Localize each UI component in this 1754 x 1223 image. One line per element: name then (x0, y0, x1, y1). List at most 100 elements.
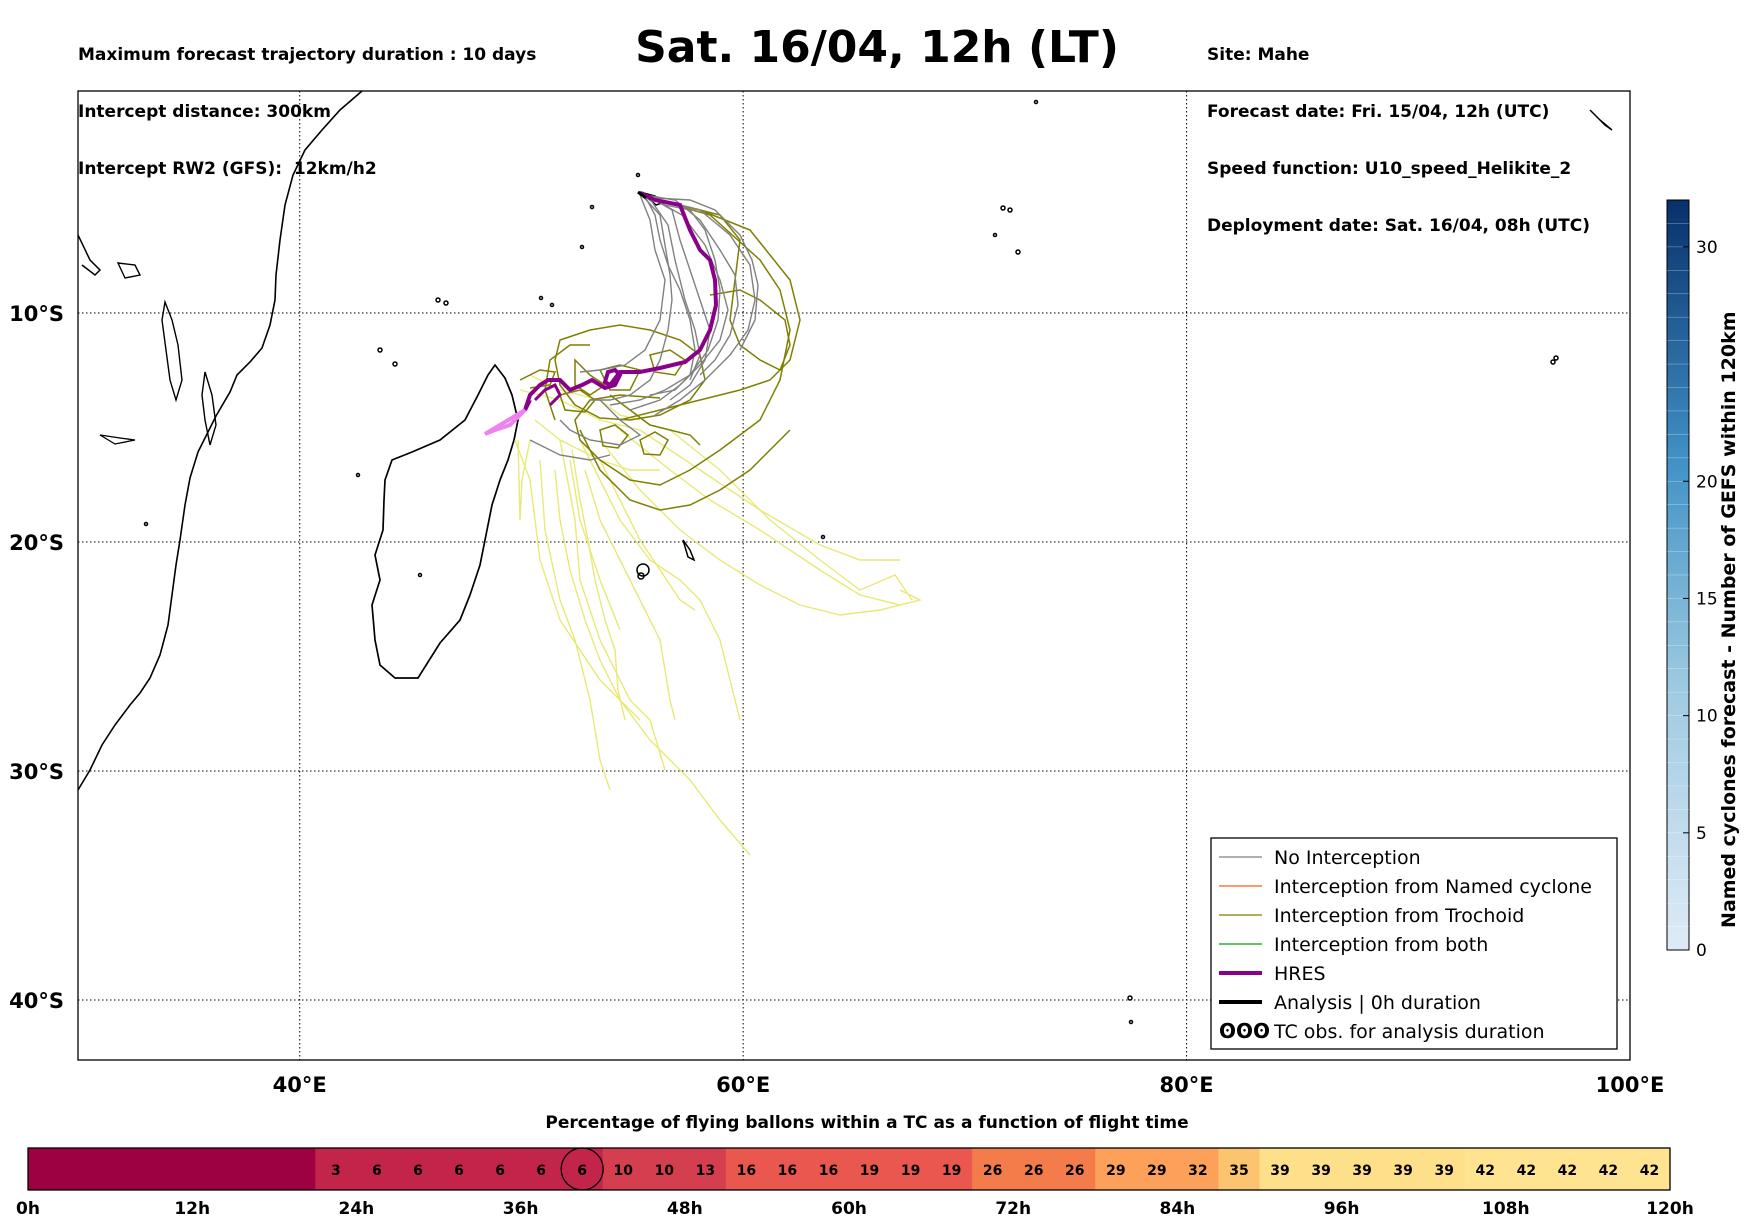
horn-coastline (78, 234, 102, 276)
lake-small (99, 434, 136, 445)
flight-time-cell-value: 3 (331, 1163, 341, 1179)
flight-time-cell (1587, 1148, 1630, 1190)
flight-time-cell (643, 1148, 686, 1190)
lon-label: 60°E (716, 1073, 770, 1097)
legend-label: Interception from both (1274, 934, 1488, 956)
flight-time-cell-value: 6 (413, 1163, 423, 1179)
flight-time-cell (192, 1148, 234, 1190)
flight-time-cell-value: 6 (372, 1163, 382, 1179)
flight-time-hour-label: 0h (16, 1199, 40, 1219)
lat-label: 20°S (9, 531, 64, 555)
flight-time-hour-label: 108h (1482, 1199, 1530, 1219)
flight-time-hour-label: 48h (667, 1199, 703, 1219)
flight-time-cell-value: 13 (696, 1163, 715, 1179)
flight-time-hour-label: 120h (1646, 1199, 1694, 1219)
flight-time-cell (356, 1148, 399, 1190)
flight-time-cell-value: 39 (1270, 1163, 1289, 1179)
flight-time-cell (1054, 1148, 1096, 1190)
flight-time-hour-label: 60h (831, 1199, 867, 1219)
map-gridlines (78, 91, 1630, 1060)
lon-label: 100°E (1596, 1073, 1665, 1097)
hres-track (523, 191, 719, 411)
flight-time-bar: 3 6 6 6 6 6 6 10 10 13 16 16 16 19 19 19 26 26 26 29 29 32 35 3… (16, 1147, 1694, 1219)
islands (143, 99, 1613, 1025)
lake-victoria (116, 262, 142, 279)
flight-time-cell-value: 35 (1229, 1163, 1248, 1179)
africa-coastline (78, 91, 363, 791)
analysis-dot (637, 190, 647, 200)
flight-time-cell-value: 29 (1147, 1163, 1166, 1179)
flight-time-cell-value: 32 (1188, 1163, 1207, 1179)
main-title: Sat. 16/04, 12h (LT) (635, 22, 1119, 73)
flight-time-cell-value: 42 (1476, 1163, 1495, 1179)
colorbar-tick-label: 20 (1696, 472, 1718, 492)
header-right-line: Forecast date: Fri. 15/04, 12h (UTC) (1207, 102, 1550, 122)
flight-time-cell-value: 10 (613, 1163, 633, 1179)
axis-labels: 40°E 60°E 80°E 100°E 10°S 20°S 30°S 40°S (9, 302, 1664, 1097)
madagascar-outline (371, 363, 519, 679)
flight-time-cell (684, 1148, 727, 1190)
flight-time-cell (28, 1148, 70, 1190)
current-time-marker (560, 1147, 604, 1191)
flight-time-cell (725, 1148, 768, 1190)
colorbar-tick-label: 15 (1696, 589, 1718, 609)
lake-malawi (201, 371, 217, 446)
flight-time-hour-label: 84h (1160, 1199, 1196, 1219)
flight-time-cell (1300, 1148, 1343, 1190)
header-left-line: Intercept distance: 300km (78, 102, 331, 122)
flight-time-cell-value: 39 (1352, 1163, 1371, 1179)
flight-time-cell-value: 6 (536, 1163, 546, 1179)
flight-time-cell (438, 1148, 481, 1190)
header-right-line: Speed function: U10_speed_Helikite_2 (1207, 159, 1572, 179)
flight-time-cell-value: 19 (860, 1163, 879, 1179)
legend-label: Interception from Trochoid (1274, 905, 1524, 927)
flight-time-cell (233, 1148, 275, 1190)
flight-time-cell-value: 26 (983, 1163, 1002, 1179)
flight-time-cell (1628, 1148, 1671, 1190)
flight-time-cell-value: 39 (1393, 1163, 1412, 1179)
lat-label: 10°S (9, 302, 64, 326)
header-left-line: Intercept RW2 (GFS): 12km/h2 (78, 159, 377, 179)
flight-time-cell (1095, 1148, 1137, 1190)
flight-time-cell-value: 6 (495, 1163, 505, 1179)
flight-time-cell (315, 1148, 357, 1190)
flight-time-cell-value: 39 (1434, 1163, 1453, 1179)
flight-time-cell-value: 42 (1599, 1163, 1618, 1179)
flight-time-cell (561, 1148, 604, 1190)
flight-time-cell-value: 10 (655, 1163, 675, 1179)
map-content (78, 91, 1613, 1025)
colorbar-label: Named cyclones forecast - Number of GEFS… (1718, 311, 1740, 928)
flight-time-cell-value: 19 (901, 1163, 920, 1179)
flight-time-cell-value: 39 (1311, 1163, 1330, 1179)
lake-tanganyika (161, 299, 183, 403)
colorbar-tick-label: 0 (1696, 941, 1707, 961)
flight-time-cell (1341, 1148, 1384, 1190)
yellow-trajectories (514, 374, 923, 856)
header-left-line: Maximum forecast trajectory duration : 1… (78, 45, 537, 65)
flight-time-cell (110, 1148, 152, 1190)
flight-time-cell (151, 1148, 193, 1190)
header-left: Maximum forecast trajectory duration : 1… (78, 8, 536, 198)
colorbar: 0 5 10 15 20 30 (1666, 199, 1718, 961)
flight-time-cell-value: 16 (819, 1163, 838, 1179)
colorbar-tick-label: 5 (1696, 824, 1707, 844)
flight-time-bar-frame (27, 1147, 1671, 1191)
flight-time-cell (849, 1148, 891, 1190)
flight-time-cell (602, 1148, 645, 1190)
lon-label: 80°E (1160, 1073, 1214, 1097)
flight-time-cell (1218, 1148, 1261, 1190)
flight-time-cell-value: 19 (942, 1163, 961, 1179)
flight-time-cell (274, 1148, 316, 1190)
flight-time-hour-label: 12h (174, 1199, 210, 1219)
flight-time-cell (807, 1148, 850, 1190)
lat-label: 40°S (9, 989, 64, 1013)
flight-time-hour-label: 96h (1324, 1199, 1360, 1219)
legend-label: TC obs. for analysis duration (1273, 1021, 1545, 1043)
flight-time-cell (1546, 1148, 1589, 1190)
header-right-line: Deployment date: Sat. 16/04, 08h (UTC) (1207, 216, 1591, 236)
flight-time-cell (520, 1148, 563, 1190)
flight-time-cell (1505, 1148, 1548, 1190)
flight-time-cell-value: 16 (778, 1163, 797, 1179)
header-right-line: Site: Mahe (1207, 45, 1310, 65)
